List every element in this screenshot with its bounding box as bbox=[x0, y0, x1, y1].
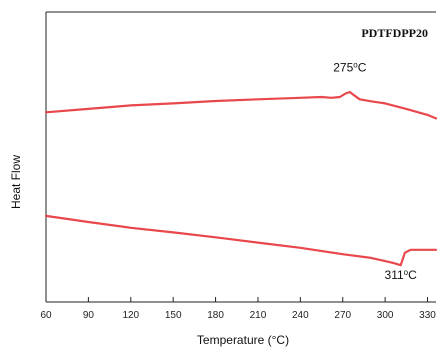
x-axis-label: Temperature (°C) bbox=[197, 333, 289, 347]
x-tick-label: 60 bbox=[40, 310, 52, 321]
x-tick-label: 90 bbox=[83, 310, 95, 321]
series-line-2 bbox=[44, 214, 438, 267]
x-tick-label: 270 bbox=[334, 310, 351, 321]
x-tick-label: 300 bbox=[377, 310, 394, 321]
plot-frame bbox=[45, 11, 436, 303]
peak-annotation-1: 275oC bbox=[333, 60, 366, 74]
x-tick-label: 180 bbox=[207, 310, 224, 321]
x-tick-label: 210 bbox=[250, 310, 267, 321]
x-tick-label: 330 bbox=[419, 310, 436, 321]
y-axis-label: Heat Flow bbox=[9, 155, 23, 209]
series-line-1 bbox=[44, 90, 438, 120]
x-tick-label: 120 bbox=[122, 310, 139, 321]
x-tick-label: 150 bbox=[165, 310, 182, 321]
series-layer bbox=[44, 90, 438, 267]
chart-title: PDTFDPP20 bbox=[361, 26, 428, 40]
annotations-layer: 275oC 311oC bbox=[333, 60, 417, 281]
x-tick-label: 240 bbox=[292, 310, 309, 321]
x-axis-ticks: 60 90 120 150 180 210 240 270 300 330 bbox=[40, 297, 436, 321]
peak-annotation-2: 311oC bbox=[385, 268, 418, 282]
